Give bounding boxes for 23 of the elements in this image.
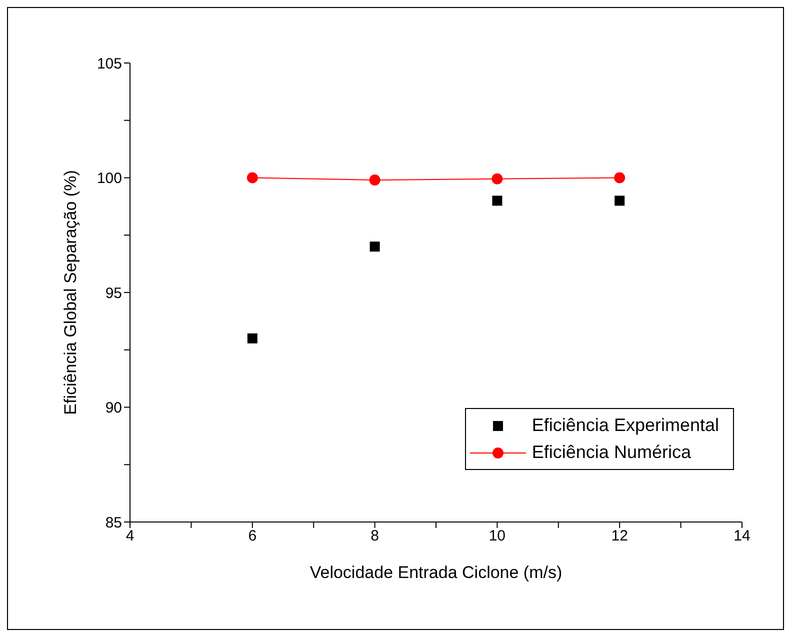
y-tick-label: 90 xyxy=(105,400,122,417)
legend-label: Eficiência Numérica xyxy=(532,442,691,463)
x-tick-label: 12 xyxy=(611,528,628,545)
point xyxy=(247,333,258,344)
point xyxy=(369,174,380,186)
y-tick-label: 85 xyxy=(105,514,122,532)
y-tick-label: 100 xyxy=(96,170,122,188)
x-axis-title: Velocidade Entrada Ciclone (m/s) xyxy=(310,563,562,582)
point xyxy=(614,172,626,184)
x-tick-label: 10 xyxy=(488,528,506,545)
point xyxy=(246,172,258,184)
y-tick-label: 95 xyxy=(105,284,122,302)
point xyxy=(614,196,625,206)
point xyxy=(492,196,502,206)
point xyxy=(492,173,503,184)
point xyxy=(370,242,380,252)
x-tick-label: 4 xyxy=(126,528,134,545)
x-tick-label: 14 xyxy=(734,528,750,545)
x-tick-label: 8 xyxy=(370,528,379,545)
y-tick-label: 105 xyxy=(96,55,122,72)
y-axis-title: Eficiência Global Separação (%) xyxy=(61,170,80,415)
legend-label: Eficiência Experimental xyxy=(532,415,719,436)
x-tick-label: 6 xyxy=(248,528,257,545)
